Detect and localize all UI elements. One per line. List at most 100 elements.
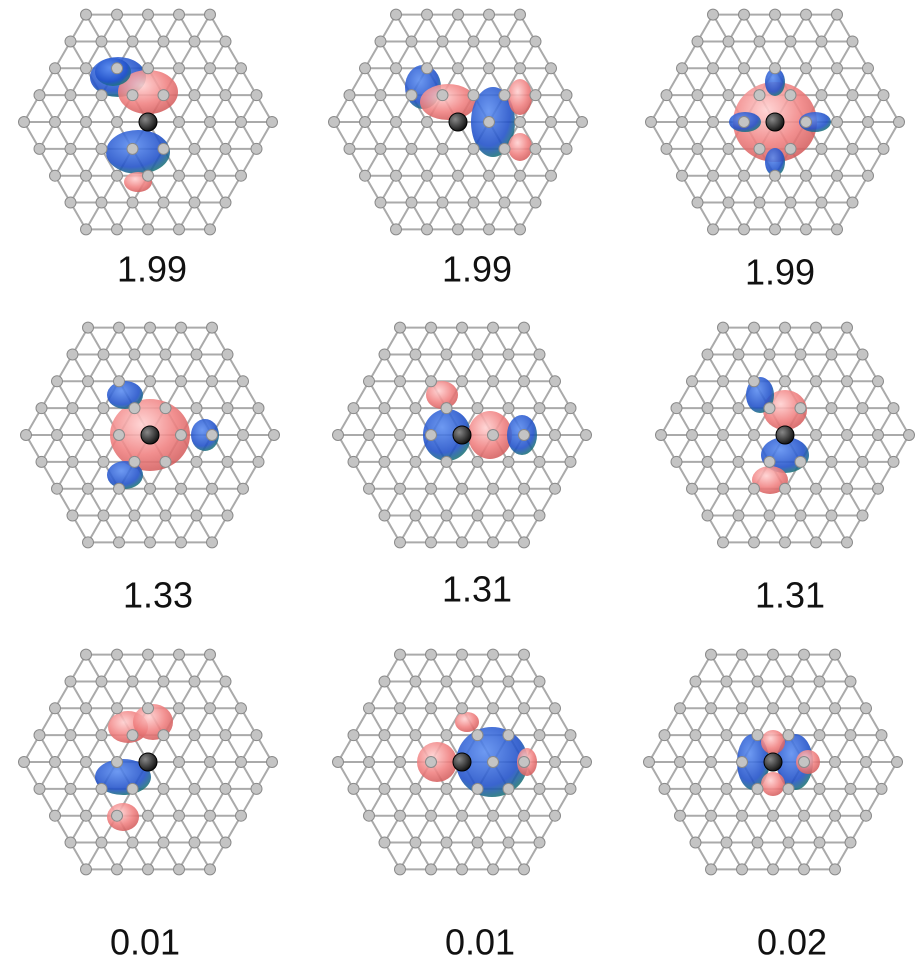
atom bbox=[348, 403, 359, 414]
atom bbox=[379, 510, 390, 521]
atom bbox=[677, 63, 688, 74]
atom bbox=[503, 837, 514, 848]
atom bbox=[873, 376, 884, 387]
atom bbox=[534, 783, 545, 794]
atom bbox=[174, 170, 185, 181]
atom bbox=[143, 224, 154, 235]
atom bbox=[718, 322, 729, 333]
occupation-label: 1.31 bbox=[442, 569, 512, 610]
atom bbox=[112, 649, 123, 660]
atom bbox=[723, 36, 734, 47]
atom bbox=[174, 224, 185, 235]
atom bbox=[768, 649, 779, 660]
atom bbox=[269, 430, 280, 441]
atom bbox=[437, 143, 448, 154]
atom bbox=[251, 143, 262, 154]
atom bbox=[861, 810, 872, 821]
atom bbox=[863, 63, 874, 74]
atom bbox=[174, 703, 185, 714]
atom bbox=[205, 703, 216, 714]
atom bbox=[205, 224, 216, 235]
atom bbox=[692, 90, 703, 101]
atom bbox=[799, 757, 810, 768]
atom bbox=[426, 537, 437, 548]
atom bbox=[222, 403, 233, 414]
atom bbox=[176, 430, 187, 441]
atom bbox=[391, 63, 402, 74]
atom bbox=[842, 483, 853, 494]
atom bbox=[718, 430, 729, 441]
atom bbox=[158, 730, 169, 741]
atom bbox=[861, 757, 872, 768]
atom bbox=[780, 322, 791, 333]
occupation-label: 0.01 bbox=[110, 922, 180, 963]
atom bbox=[176, 483, 187, 494]
atom bbox=[205, 9, 216, 20]
atom bbox=[519, 810, 530, 821]
atom bbox=[723, 197, 734, 208]
atom bbox=[677, 117, 688, 128]
atom bbox=[222, 456, 233, 467]
atom bbox=[112, 810, 123, 821]
atom bbox=[52, 430, 63, 441]
atom bbox=[739, 63, 750, 74]
atom bbox=[65, 730, 76, 741]
atom bbox=[114, 483, 125, 494]
atom bbox=[718, 483, 729, 494]
atom bbox=[379, 349, 390, 360]
atom bbox=[395, 483, 406, 494]
atom bbox=[519, 864, 530, 875]
atom bbox=[687, 430, 698, 441]
atom bbox=[739, 117, 750, 128]
atom bbox=[81, 864, 92, 875]
atom bbox=[205, 63, 216, 74]
atom bbox=[847, 36, 858, 47]
atom bbox=[519, 376, 530, 387]
atom bbox=[395, 430, 406, 441]
atom bbox=[205, 757, 216, 768]
atom bbox=[770, 224, 781, 235]
atom bbox=[441, 837, 452, 848]
atom bbox=[251, 730, 262, 741]
atom bbox=[677, 170, 688, 181]
atom bbox=[565, 730, 576, 741]
atom bbox=[534, 730, 545, 741]
atom bbox=[708, 170, 719, 181]
atom bbox=[251, 783, 262, 794]
atom bbox=[52, 483, 63, 494]
atom bbox=[65, 90, 76, 101]
atom bbox=[360, 117, 371, 128]
atom bbox=[395, 537, 406, 548]
atom bbox=[236, 810, 247, 821]
center-atom bbox=[449, 113, 467, 131]
atom bbox=[67, 403, 78, 414]
atom bbox=[160, 510, 171, 521]
atom bbox=[81, 224, 92, 235]
atom bbox=[468, 36, 479, 47]
center-atom bbox=[776, 426, 794, 444]
atom bbox=[546, 170, 557, 181]
atom bbox=[112, 117, 123, 128]
atom bbox=[253, 403, 264, 414]
atom bbox=[671, 403, 682, 414]
atom bbox=[565, 456, 576, 467]
atom bbox=[457, 810, 468, 821]
atom bbox=[671, 456, 682, 467]
atom bbox=[34, 730, 45, 741]
atom bbox=[659, 730, 670, 741]
atom bbox=[406, 90, 417, 101]
atom bbox=[752, 783, 763, 794]
atom bbox=[795, 456, 806, 467]
atom bbox=[785, 143, 796, 154]
atom bbox=[644, 757, 655, 768]
atom bbox=[441, 783, 452, 794]
atom bbox=[687, 376, 698, 387]
atom bbox=[708, 63, 719, 74]
atom bbox=[422, 170, 433, 181]
atom bbox=[65, 36, 76, 47]
atom bbox=[816, 90, 827, 101]
atom bbox=[499, 90, 510, 101]
atom bbox=[768, 864, 779, 875]
atom bbox=[832, 224, 843, 235]
atom bbox=[96, 197, 107, 208]
